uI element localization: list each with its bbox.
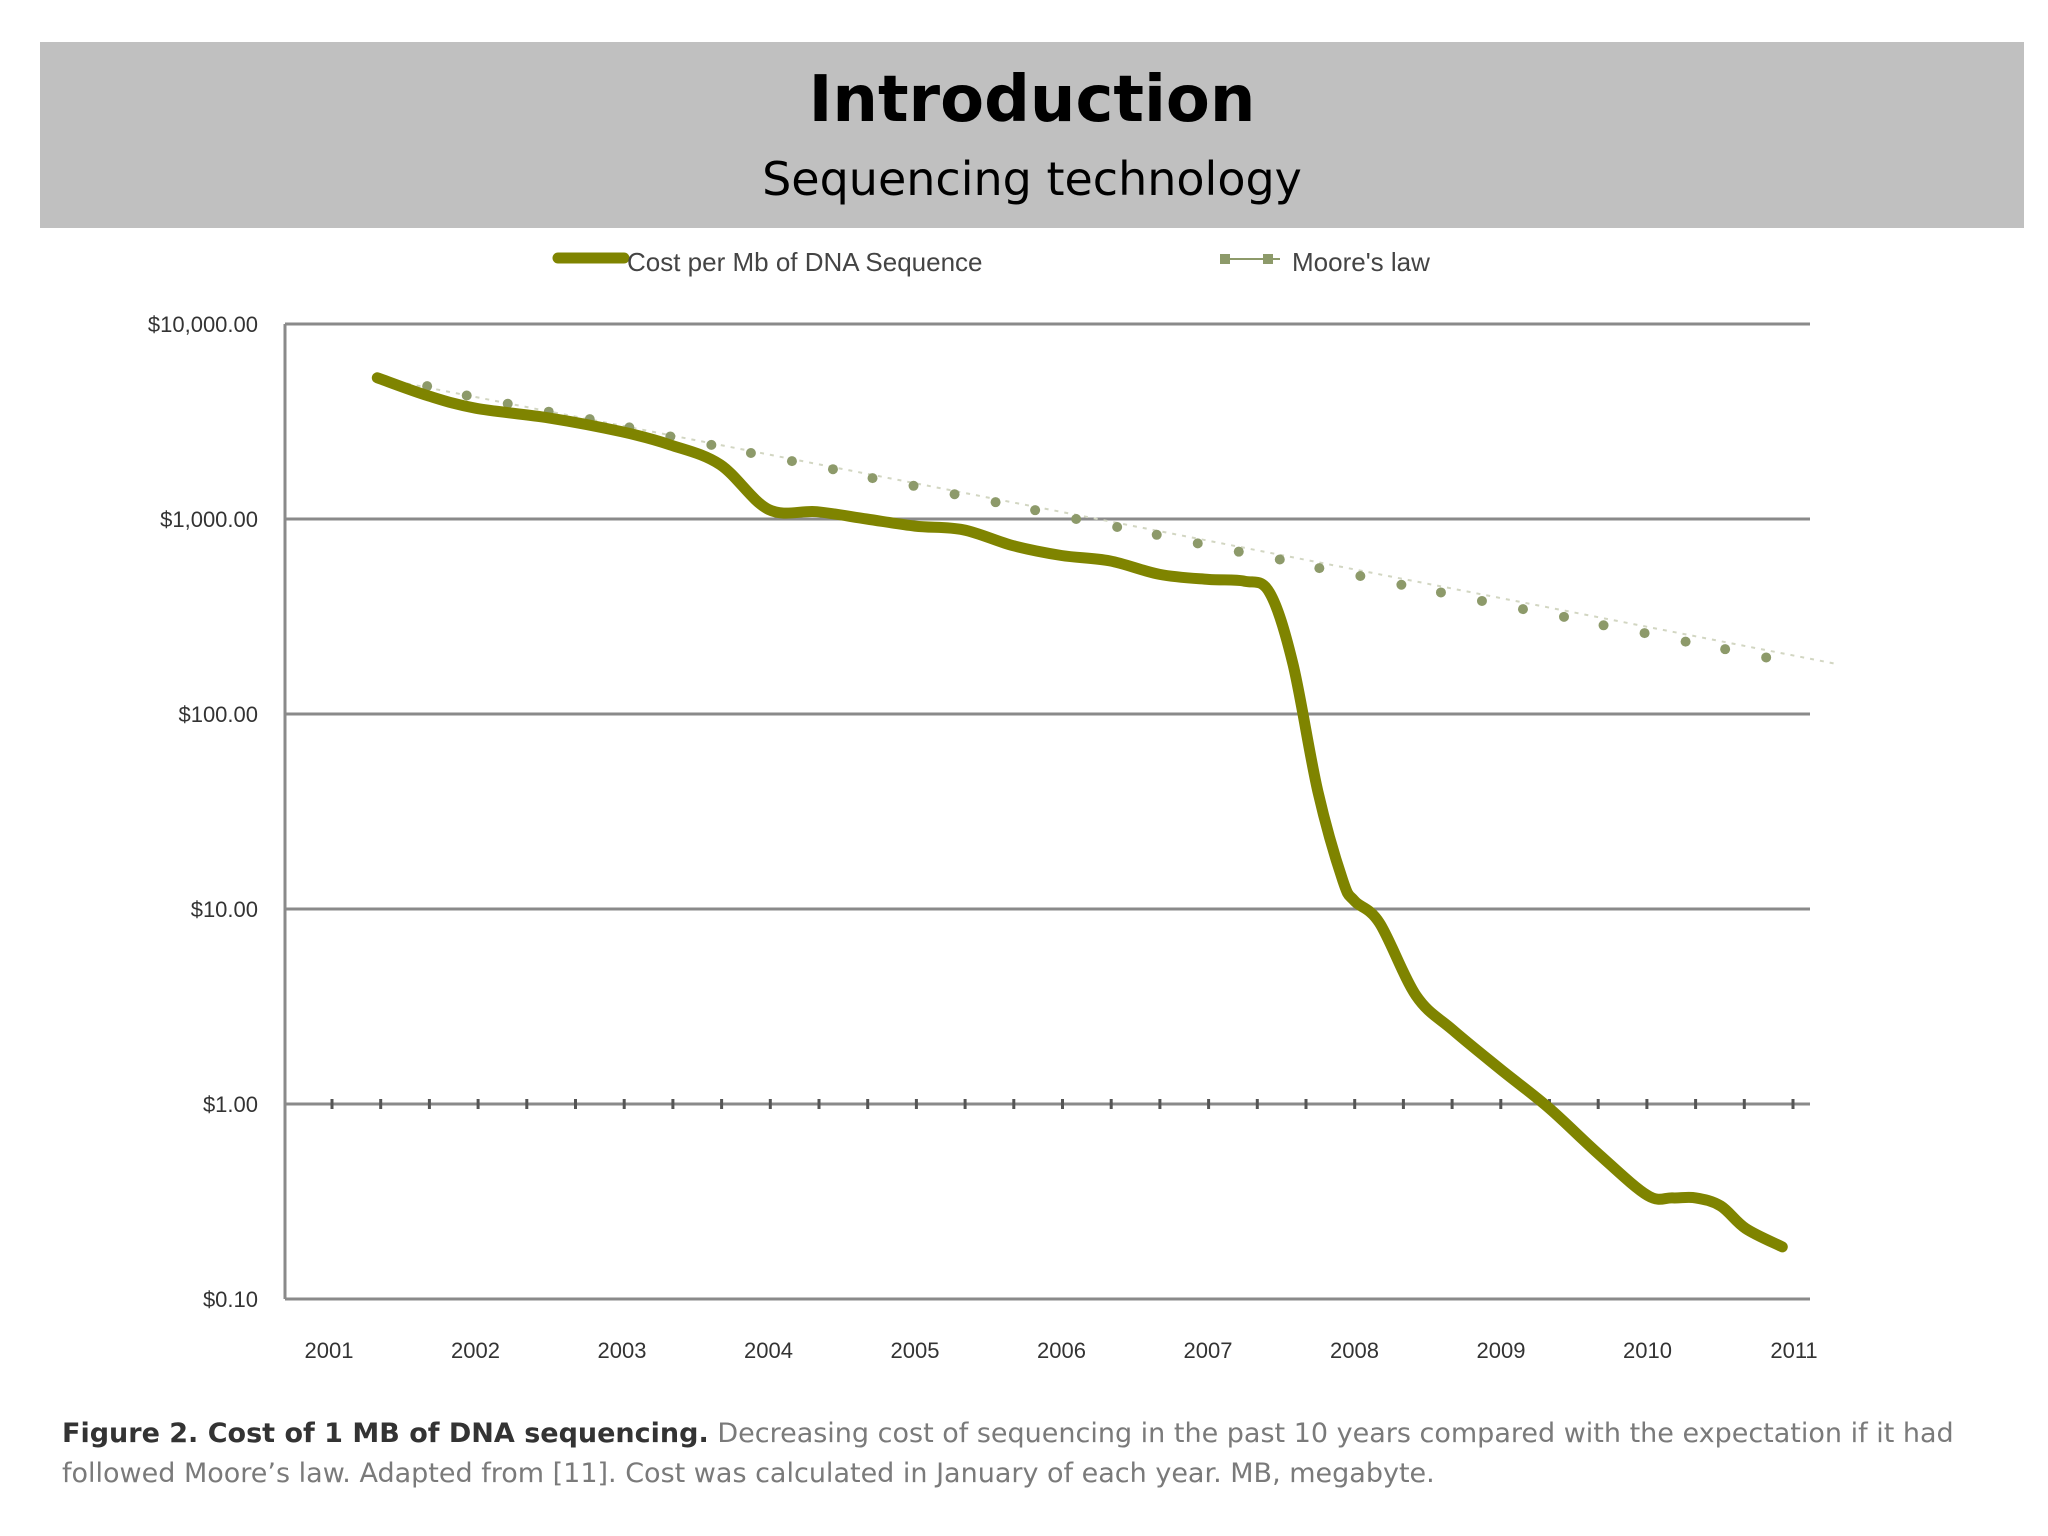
moores-law-point	[706, 439, 717, 450]
y-tick-label: $10,000.00	[148, 312, 258, 337]
moores-law-point	[1435, 587, 1446, 598]
moores-law-point	[461, 390, 472, 401]
x-tick-label: 2011	[1770, 1338, 1817, 1363]
chart-gridlines	[283, 322, 1810, 1301]
moores-law-point	[1639, 628, 1650, 639]
y-tick-label: $1,000.00	[160, 507, 258, 532]
moores-law-point	[745, 448, 756, 459]
x-tick-label: 2005	[891, 1338, 940, 1363]
moores-law-point	[1314, 563, 1325, 574]
moores-law-point	[949, 489, 960, 500]
moores-law-point	[1476, 595, 1487, 606]
moores-law-point	[867, 473, 878, 484]
y-tick-label: $0.10	[203, 1287, 258, 1312]
moores-law-point	[1598, 620, 1609, 631]
moores-law-point	[827, 464, 838, 475]
x-tick-label: 2004	[744, 1338, 793, 1363]
moores-law-point	[1274, 554, 1285, 565]
chart-legend: Cost per Mb of DNA Sequence Moore's law	[552, 247, 1430, 277]
moores-law-point	[1396, 579, 1407, 590]
moores-law-point	[1680, 636, 1691, 647]
x-tick-label: 2009	[1477, 1338, 1526, 1363]
moores-law-point	[1720, 644, 1731, 655]
slide-header: Introduction Sequencing technology	[40, 42, 2024, 228]
x-tick-label: 2010	[1623, 1338, 1672, 1363]
x-tick-label: 2006	[1037, 1338, 1086, 1363]
moores-law-point	[1558, 611, 1569, 622]
x-tick-label: 2003	[598, 1338, 647, 1363]
cost-per-mb-line	[371, 372, 1788, 1253]
moores-law-point	[1112, 521, 1123, 532]
y-tick-label: $1.00	[203, 1092, 258, 1117]
moores-law-point	[908, 480, 919, 491]
x-tick-label: 2001	[305, 1338, 354, 1363]
moores-law-point	[1761, 652, 1772, 663]
x-tick-label: 2008	[1330, 1338, 1379, 1363]
moores-law-point	[1030, 505, 1041, 516]
moores-law-line	[377, 376, 1839, 666]
legend-swatch-moore-marker	[1220, 254, 1230, 264]
moores-law-point	[990, 497, 1001, 508]
legend-label-moore: Moore's law	[1292, 247, 1430, 277]
moores-law-point	[786, 456, 797, 467]
x-axis-ticks: 2001 2002 2003 2004 2005 2006 2007 2008 2009 2010…	[305, 1338, 1818, 1363]
legend-swatch-moore-marker	[1263, 254, 1273, 264]
x-tick-label: 2007	[1184, 1338, 1233, 1363]
figure-caption: Figure 2. Cost of 1 MB of DNA sequencing…	[62, 1414, 1962, 1494]
moores-law-point	[1071, 514, 1082, 524]
caption-text: Decreasing cost of sequencing in the pas…	[62, 1418, 1954, 1489]
moores-law-point	[1192, 538, 1203, 549]
moores-law-point	[502, 398, 513, 409]
y-tick-label: $100.00	[178, 702, 258, 727]
caption-bold: Figure 2. Cost of 1 MB of DNA sequencing…	[62, 1418, 709, 1449]
y-tick-label: $10.00	[191, 897, 258, 922]
moores-law-point	[1151, 529, 1162, 540]
moores-law-point	[1355, 571, 1366, 582]
slide-title: Introduction	[808, 63, 1256, 137]
y-axis-ticks: $10,000.00 $1,000.00 $100.00 $10.00 $1.00 $0.…	[148, 312, 258, 1312]
moores-law-point	[1517, 604, 1528, 615]
x-tick-label: 2002	[451, 1338, 500, 1363]
chart-plot-area	[371, 372, 1839, 1253]
moores-law-point	[422, 381, 433, 392]
moores-law-point	[1233, 546, 1244, 557]
legend-label-cost: Cost per Mb of DNA Sequence	[627, 247, 983, 277]
slide-subtitle: Sequencing technology	[762, 152, 1302, 206]
